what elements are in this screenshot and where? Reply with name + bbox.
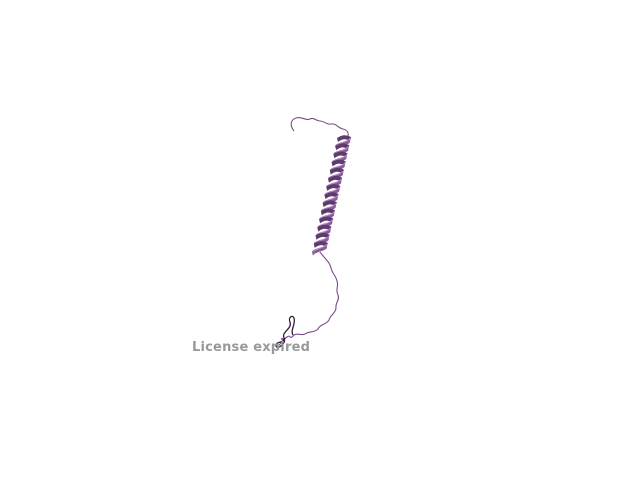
helix-turn-back	[322, 200, 337, 208]
n-terminal-loop	[290, 117, 349, 138]
terminal-knot	[275, 315, 296, 348]
license-watermark: License expired	[192, 340, 311, 355]
helix-turn-back	[333, 151, 348, 159]
helix-turn-back	[317, 224, 332, 232]
helix-turn-back	[328, 175, 343, 183]
protein-structure	[275, 117, 352, 348]
helix-turn-front	[312, 242, 328, 256]
alpha-helix	[312, 135, 352, 256]
helix-turn-back	[319, 216, 334, 224]
helix-turn-highlight	[312, 243, 328, 253]
helix-turn-back	[324, 192, 339, 199]
helix-turn-back	[331, 159, 346, 167]
helix-turn-back	[329, 167, 344, 175]
helix-turn-back	[313, 241, 328, 248]
helix-turn-back	[337, 135, 351, 142]
c-terminal-loop	[278, 251, 339, 346]
helix-turn-back	[315, 232, 330, 240]
helix-turn-back	[326, 184, 341, 191]
helix-turn-back	[320, 208, 335, 216]
helix-turn-back	[335, 143, 350, 151]
